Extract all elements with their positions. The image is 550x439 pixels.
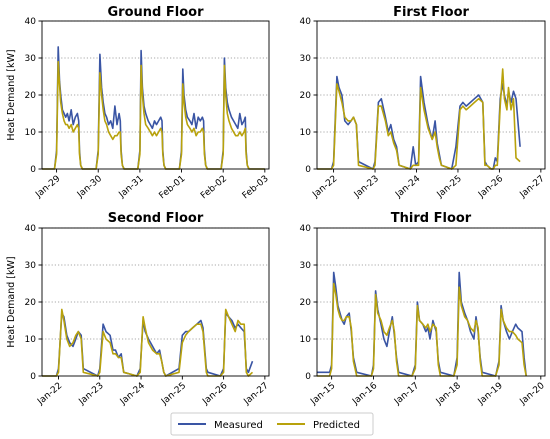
x-tick-label: Jan-19 xyxy=(476,381,505,408)
y-tick-label: 0 xyxy=(30,372,36,382)
x-tick-label: Feb-03 xyxy=(241,174,271,201)
series-line-predicted xyxy=(317,68,521,170)
legend-label-predicted: Predicted xyxy=(313,420,360,431)
x-tick-label: Jan-31 xyxy=(117,174,146,201)
y-tick-label: 30 xyxy=(25,54,37,64)
y-tick-label: 0 xyxy=(305,165,311,175)
chart-panels: Ground Floor 0 10 20 30 40 Jan-29 Jan-30 Jan-31 F… xyxy=(6,5,547,408)
x-tick-label: Jan-26 xyxy=(476,174,505,201)
x-tick-label: Jan-23 xyxy=(352,174,381,201)
series-line-measured xyxy=(42,312,254,377)
legend-label-measured: Measured xyxy=(214,420,263,431)
x-tick-label: Jan-30 xyxy=(75,174,104,201)
x-tick-label: Jan-18 xyxy=(434,381,463,408)
panel-title: First Floor xyxy=(393,5,469,20)
y-tick-label: 40 xyxy=(25,224,37,234)
x-tick-label: Jan-24 xyxy=(118,381,147,408)
legend: Measured Predicted xyxy=(170,412,374,436)
y-tick-label: 30 xyxy=(300,261,312,271)
series-line-measured xyxy=(42,46,265,170)
y-tick-label: 40 xyxy=(300,17,312,27)
x-tick-label: Jan-22 xyxy=(310,174,339,201)
x-tick-label: Jan-16 xyxy=(350,381,379,408)
y-tick-label: 20 xyxy=(25,91,37,101)
panel-ground-floor: Ground Floor 0 10 20 30 40 Jan-29 Jan-30 Jan-31 F… xyxy=(6,5,271,201)
x-tick-label: Jan-29 xyxy=(33,174,62,201)
y-tick-label: 30 xyxy=(300,54,312,64)
x-tick-label: Jan-27 xyxy=(518,174,547,201)
y-tick-label: 20 xyxy=(300,91,312,101)
x-tick-label: Jan-22 xyxy=(35,381,64,408)
x-tick-label: Jan-23 xyxy=(77,381,106,408)
panel-title: Second Floor xyxy=(108,211,204,226)
y-tick-label: 10 xyxy=(300,128,312,138)
y-tick-label: 40 xyxy=(300,224,312,234)
y-tick-label: 30 xyxy=(25,261,37,271)
series-line-predicted xyxy=(42,308,254,377)
x-tick-label: Jan-17 xyxy=(392,381,421,408)
legend-frame xyxy=(170,412,374,436)
y-tick-label: 10 xyxy=(300,335,312,345)
panel-third-floor: Third Floor 0 10 20 30 40 Jan-15 Jan-16 Jan-17 Ja… xyxy=(300,211,547,408)
series-line-predicted xyxy=(42,60,265,170)
x-tick-label: Jan-24 xyxy=(393,174,422,201)
x-tick-label: Jan-27 xyxy=(242,381,271,408)
x-tick-label: Jan-26 xyxy=(200,381,229,408)
series-line-predicted xyxy=(317,282,527,377)
x-tick-label: Jan-15 xyxy=(308,381,337,408)
x-tick-label: Jan-20 xyxy=(518,381,547,408)
panel-second-floor: Second Floor 0 10 20 30 40 Jan-22 Jan-23 Jan-24 J… xyxy=(6,211,271,408)
panel-title: Third Floor xyxy=(391,211,472,226)
y-tick-label: 20 xyxy=(300,298,312,308)
x-tick-label: Jan-25 xyxy=(159,381,188,408)
y-axis-label: Heat Demand [kW] xyxy=(6,256,17,347)
y-tick-label: 0 xyxy=(30,165,36,175)
axes-frame xyxy=(316,20,546,170)
y-tick-label: 20 xyxy=(25,298,37,308)
x-tick-label: Feb-01 xyxy=(157,174,187,201)
y-tick-label: 0 xyxy=(305,372,311,382)
panel-title: Ground Floor xyxy=(108,5,205,20)
y-tick-label: 40 xyxy=(25,17,37,27)
y-axis-label: Heat Demand [kW] xyxy=(6,49,17,140)
series-line-measured xyxy=(317,271,527,377)
y-tick-label: 10 xyxy=(25,128,37,138)
axes-frame xyxy=(316,227,546,377)
x-tick-label: Feb-02 xyxy=(199,174,229,201)
y-tick-label: 10 xyxy=(25,335,37,345)
panel-first-floor: First Floor 0 10 20 30 40 Jan-22 Jan-23 Jan-24 Ja… xyxy=(300,5,547,201)
x-tick-label: Jan-25 xyxy=(435,174,464,201)
